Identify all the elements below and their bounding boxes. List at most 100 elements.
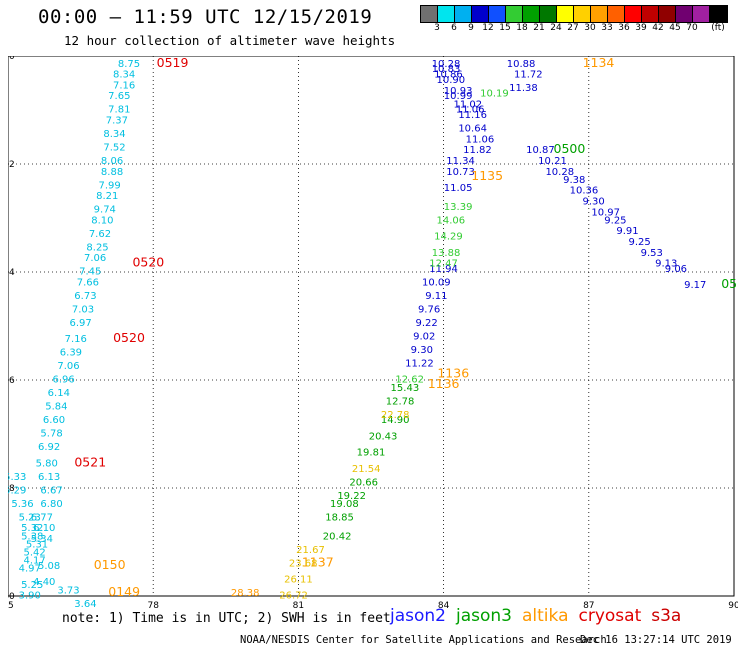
data-point-label: 9.30 <box>583 197 605 208</box>
data-point-label: 10.97 <box>591 207 620 218</box>
data-point-label: 10.83 <box>432 64 461 75</box>
data-point-label: 10.28 <box>432 59 461 70</box>
y-tick-label: -50 <box>8 56 15 62</box>
data-point-label: 6.96 <box>53 375 75 386</box>
data-point-label: 19.81 <box>357 448 386 459</box>
x-tick-label: 75 <box>8 601 14 608</box>
data-point-label: 8.88 <box>101 167 123 178</box>
color-swatch <box>472 6 489 22</box>
satellite-legend-cryosat: cryosat <box>578 606 642 626</box>
data-point-label: 1137 <box>302 554 334 569</box>
data-point-label: 11.16 <box>458 110 487 121</box>
data-point-label: 05 <box>721 276 737 291</box>
data-point-label: 10.90 <box>437 75 466 86</box>
data-point-label: 8.75 <box>118 59 140 70</box>
color-scale-tick: 12 <box>482 23 494 33</box>
data-point-label: 7.06 <box>57 361 79 372</box>
data-point-label: 5.25 <box>21 580 43 591</box>
data-point-label: 6.39 <box>60 348 82 359</box>
data-point-label: 0520 <box>132 255 164 270</box>
data-point-label: 6.67 <box>40 485 62 496</box>
color-scale-tick: 3 <box>434 23 440 33</box>
data-point-label: 10.21 <box>538 156 567 167</box>
data-point-label: 0518 <box>157 56 189 59</box>
color-scale-unit: (ft) <box>711 23 725 33</box>
y-tick-label: -56 <box>8 376 15 386</box>
data-point-label: 8.10 <box>91 215 113 226</box>
color-scale-tick: 33 <box>601 23 613 33</box>
color-swatch <box>540 6 557 22</box>
altimeter-plot: 757881848790-50-52-54-56-58-6010.2810.83… <box>8 56 738 608</box>
data-point-label: 1135 <box>471 168 503 183</box>
data-point-label: 5.33 <box>8 472 26 483</box>
data-point-label: 6.92 <box>38 442 60 453</box>
data-point-label: 21.54 <box>352 464 381 475</box>
data-point-label: 10.86 <box>434 70 463 81</box>
data-point-label: 5.36 <box>11 499 33 510</box>
data-point-label: 9.76 <box>418 305 440 316</box>
data-point-label: 10.87 <box>526 145 555 156</box>
x-tick-label: 87 <box>583 601 594 608</box>
data-point-label: 14.90 <box>381 415 410 426</box>
data-point-label: 23.68 <box>289 558 318 569</box>
data-point-label: 10.28 <box>545 167 574 178</box>
satellite-legend-jason3: jason3 <box>456 606 512 626</box>
color-swatch <box>489 6 506 22</box>
data-point-label: 20.43 <box>369 431 398 442</box>
data-point-label: 0150 <box>94 557 126 572</box>
data-point-label: 9.13 <box>655 259 677 270</box>
data-point-label: 0459 <box>437 56 469 59</box>
data-point-label: 15.43 <box>391 383 420 394</box>
data-point-label: 7.62 <box>89 229 111 240</box>
data-point-label: 26.72 <box>279 591 308 602</box>
data-point-label: 11.06 <box>466 134 495 145</box>
data-point-label: 11.94 <box>429 264 458 275</box>
color-scale-tick: 9 <box>468 23 474 33</box>
data-point-label: 10.19 <box>480 89 509 100</box>
color-swatch <box>693 6 710 22</box>
data-point-label: 3.90 <box>19 591 41 602</box>
data-point-label: 9.17 <box>684 280 706 291</box>
data-point-label: 7.99 <box>99 180 121 191</box>
data-point-label: 21.67 <box>296 545 325 556</box>
color-swatch <box>625 6 642 22</box>
color-scale-tick: 70 <box>686 23 698 33</box>
data-point-label: 7.06 <box>84 253 106 264</box>
data-point-label: 8.21 <box>96 191 118 202</box>
data-point-label: 20.42 <box>323 531 352 542</box>
color-swatch <box>574 6 591 22</box>
x-tick-label: 90 <box>728 601 738 608</box>
data-point-label: 11.72 <box>514 70 543 81</box>
data-point-label: 0519 <box>157 56 189 70</box>
color-scale-ticks: 3 6 9 12 15 18 21 24 27 30 33 36 39 42 45 70 (ft) <box>420 23 730 35</box>
data-point-label: 1134 <box>583 56 615 70</box>
data-point-label: 14.06 <box>437 215 466 226</box>
data-point-label: 3.64 <box>74 599 96 608</box>
data-point-label: 9.53 <box>641 248 663 259</box>
y-tick-label: -52 <box>8 160 15 170</box>
x-tick-label: 84 <box>438 601 450 608</box>
data-point-label: 6.73 <box>74 291 96 302</box>
color-scale-tick: 39 <box>635 23 647 33</box>
data-point-label: 10.99 <box>444 91 473 102</box>
data-point-label: 19.08 <box>330 499 359 510</box>
data-point-label: 0521 <box>74 454 106 469</box>
color-swatch <box>608 6 625 22</box>
data-point-label: 7.65 <box>108 91 130 102</box>
data-point-label: 22.78 <box>381 410 410 421</box>
data-point-label: 6.80 <box>40 499 62 510</box>
data-point-label: 5.78 <box>40 429 62 440</box>
y-tick-label: -60 <box>8 592 15 602</box>
data-point-label: 12.47 <box>429 259 458 270</box>
data-point-label: 6.77 <box>31 512 53 523</box>
data-point-label: 5.34 <box>31 534 53 545</box>
data-point-label: 11.82 <box>463 145 492 156</box>
data-point-label: 10.36 <box>570 186 599 197</box>
satellite-legend-jason2: jason2 <box>390 606 446 626</box>
data-point-label: 4.97 <box>19 564 41 575</box>
data-point-label: 6.14 <box>48 388 70 399</box>
data-point-label: 10.64 <box>458 124 487 135</box>
color-scale-tick: 45 <box>669 23 681 33</box>
data-point-label: 14.29 <box>434 232 463 243</box>
data-point-label: 7.16 <box>65 334 87 345</box>
